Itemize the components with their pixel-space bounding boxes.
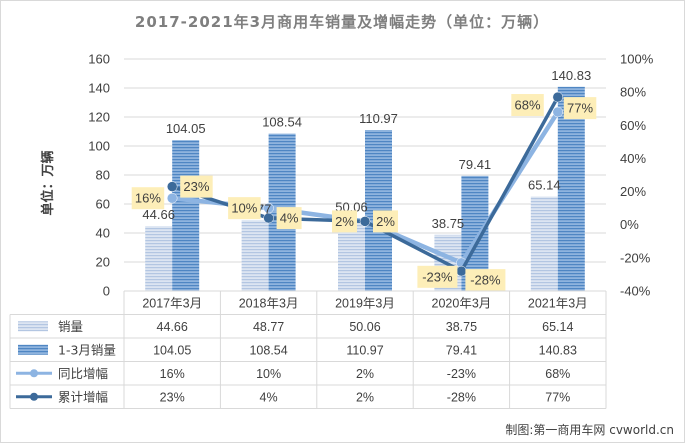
table-cell: 108.54 <box>249 343 287 357</box>
bar-monthly-sales <box>241 220 269 291</box>
table-cell: -23% <box>447 367 476 381</box>
y2-tick-label: 20% <box>620 184 646 199</box>
bar-value-label: 44.66 <box>142 207 175 222</box>
bar-q1-sales <box>172 140 200 291</box>
legend-key-bar <box>18 344 48 355</box>
pct-label-box <box>563 97 597 120</box>
table-cell: 38.75 <box>446 320 477 334</box>
legend-entry: 累计增幅 <box>58 389 108 404</box>
table-cell: 23% <box>160 390 185 404</box>
y-tick-label: 100 <box>88 139 110 154</box>
y-tick-label: 120 <box>88 110 110 125</box>
table-cell: 77% <box>545 390 570 404</box>
y2-tick-label: 80% <box>620 85 646 100</box>
y-tick-label: 140 <box>88 81 110 96</box>
pct-value-label: 10% <box>231 201 257 216</box>
table-cell: 65.14 <box>542 320 573 334</box>
table-cell: 79.41 <box>446 343 477 357</box>
pct-label-box <box>332 210 357 233</box>
pct-value-label: -28% <box>470 273 501 288</box>
pct-label-box <box>131 187 165 210</box>
bar-value-label: 108.54 <box>262 115 302 130</box>
table-cell: 10% <box>256 367 281 381</box>
watermark: 制图:第一商用车网 cvworld.cn <box>505 422 674 437</box>
pct-label-box <box>180 175 213 198</box>
legend-key-marker <box>30 369 38 378</box>
y2-tick-label: -20% <box>620 250 651 265</box>
pct-label-box <box>373 210 398 233</box>
pct-value-label: 16% <box>135 191 161 206</box>
x-category-label: 2017年3月 <box>142 297 202 311</box>
table-cell: 50.06 <box>349 320 380 334</box>
y2-tick-label: 60% <box>620 118 646 133</box>
point-cumulative-growth <box>166 181 178 192</box>
x-category-label: 2021年3月 <box>528 297 588 311</box>
table-cell: 110.97 <box>346 343 383 357</box>
y-tick-label: 40 <box>96 226 110 241</box>
pct-label-box <box>511 94 544 117</box>
y-tick-label: 60 <box>96 197 110 212</box>
pct-label-box <box>465 269 506 292</box>
point-yoy-growth <box>166 192 178 204</box>
point-cumulative-growth <box>552 91 564 103</box>
table-cell: 68% <box>545 367 570 381</box>
table-cell: 48.77 <box>253 320 284 334</box>
legend-key-bar <box>18 321 48 332</box>
table-cell: 2% <box>356 367 374 381</box>
x-category-label: 2019年3月 <box>335 297 395 311</box>
pct-value-label: 4% <box>280 211 299 226</box>
point-cumulative-growth <box>456 265 467 277</box>
x-category-label: 2018年3月 <box>239 297 299 311</box>
table-cell: 140.83 <box>539 343 577 357</box>
data-labels: 44.6648.7750.0638.7565.14104.05108.54110… <box>131 68 597 292</box>
bar-q1-sales <box>557 86 585 291</box>
y-tick-label: 160 <box>88 52 110 67</box>
table-cell: 44.66 <box>157 320 188 334</box>
y-tick-label: 20 <box>96 255 110 270</box>
bar-monthly-sales <box>145 226 173 291</box>
bar-value-label: 110.97 <box>359 111 398 126</box>
table-cell: 2% <box>356 390 374 404</box>
y2-tick-label: 0% <box>620 217 639 232</box>
bar-monthly-sales <box>530 196 558 291</box>
pct-value-label: 2% <box>335 214 354 229</box>
legend-entry: 销量 <box>58 319 83 334</box>
point-cumulative-growth <box>359 216 371 227</box>
table-cell: 4% <box>260 390 278 404</box>
table-cell: 104.05 <box>153 343 191 357</box>
y-tick-label: 80 <box>96 168 110 183</box>
y2-tick-label: 40% <box>620 151 646 166</box>
pct-value-label: 68% <box>515 98 541 113</box>
point-yoy-growth <box>552 106 564 118</box>
pct-value-label: 77% <box>567 101 593 116</box>
bar-value-label: 140.83 <box>551 68 591 83</box>
legend-entry: 同比增幅 <box>58 366 108 381</box>
bar-value-label: 79.41 <box>459 157 492 172</box>
bar-value-label: 104.05 <box>166 121 206 136</box>
chart-title: 2017-2021年3月商用车销量及增幅走势（单位：万辆） <box>135 13 549 31</box>
pct-label-box <box>417 265 458 288</box>
table-cell: -28% <box>447 390 476 404</box>
y2-tick-label: -40% <box>620 284 651 299</box>
y-axis-label: 单位：万辆 <box>40 150 56 215</box>
pct-label-box <box>276 207 302 230</box>
point-cumulative-growth <box>263 212 274 224</box>
pct-value-label: -23% <box>422 269 453 284</box>
y2-tick-label: 100% <box>620 52 654 67</box>
x-category-label: 2020年3月 <box>432 297 492 311</box>
legend-key-marker <box>30 392 38 401</box>
pct-label-box <box>228 197 261 220</box>
table-cell: 16% <box>160 367 185 381</box>
pct-value-label: 23% <box>183 179 209 194</box>
pct-value-label: 2% <box>376 214 395 229</box>
bar-value-label: 65.14 <box>528 178 561 193</box>
legend-entry: 1-3月销量 <box>58 342 116 357</box>
y-tick-label: 0 <box>103 284 110 299</box>
bar-value-label: 38.75 <box>432 216 465 231</box>
